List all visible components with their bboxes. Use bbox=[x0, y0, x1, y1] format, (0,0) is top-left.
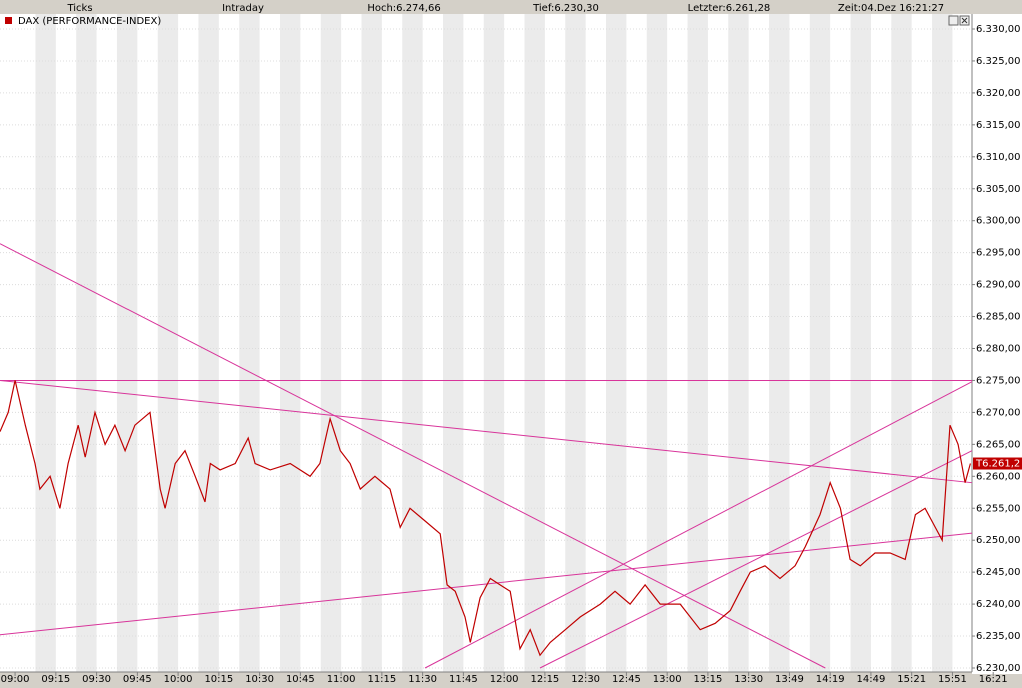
x-tick-label: 11:45 bbox=[449, 674, 478, 685]
x-tick-label: 14:49 bbox=[857, 674, 886, 685]
y-tick-label: 6.295,00 bbox=[976, 248, 1021, 259]
x-tick-label: 09:00 bbox=[1, 674, 30, 685]
stripe bbox=[606, 14, 627, 672]
x-tick-label: 10:45 bbox=[286, 674, 315, 685]
y-tick-label: 6.290,00 bbox=[976, 280, 1021, 291]
y-tick-label: 6.275,00 bbox=[976, 375, 1021, 386]
y-tick-label: 6.245,00 bbox=[976, 567, 1021, 578]
x-axis-bar bbox=[0, 672, 1022, 688]
x-tick-label: 15:51 bbox=[938, 674, 967, 685]
price-line bbox=[0, 380, 971, 657]
y-tick-label: 6.330,00 bbox=[976, 24, 1021, 35]
stripe bbox=[402, 14, 423, 672]
trend-line bbox=[539, 450, 973, 669]
trend-line bbox=[0, 532, 973, 636]
x-tick-label: 12:45 bbox=[612, 674, 641, 685]
x-tick-label: 11:00 bbox=[327, 674, 356, 685]
last-price-label: T6.261,2 bbox=[975, 459, 1020, 470]
stripe bbox=[443, 14, 464, 672]
stripes bbox=[35, 14, 953, 672]
x-tick-label: 13:30 bbox=[734, 674, 763, 685]
y-tick-label: 6.270,00 bbox=[976, 407, 1021, 418]
x-tick-label: 12:30 bbox=[571, 674, 600, 685]
stripe bbox=[198, 14, 219, 672]
header-bar bbox=[0, 0, 1022, 14]
legend-label: DAX (PERFORMANCE-INDEX) bbox=[18, 16, 161, 27]
y-tick-label: 6.265,00 bbox=[976, 439, 1021, 450]
stripe bbox=[279, 14, 301, 672]
header-item: Hoch:6.274,66 bbox=[367, 3, 440, 14]
stripe bbox=[157, 14, 179, 672]
x-tick-label: 13:49 bbox=[775, 674, 804, 685]
y-tick-label: 6.255,00 bbox=[976, 503, 1021, 514]
last-price-box bbox=[973, 457, 1022, 470]
y-tick-label: 6.285,00 bbox=[976, 312, 1021, 323]
x-tick-label: 16:21 bbox=[979, 674, 1008, 685]
y-tick-label: 6.300,00 bbox=[976, 216, 1021, 227]
y-tick-label: 6.320,00 bbox=[976, 88, 1021, 99]
legend-swatch bbox=[5, 17, 12, 24]
y-axis-area bbox=[972, 14, 1022, 674]
trend-line bbox=[0, 243, 826, 669]
trend-line bbox=[0, 379, 973, 484]
stripe bbox=[483, 14, 505, 672]
header-item: Intraday bbox=[222, 3, 264, 14]
stripe bbox=[524, 14, 545, 672]
y-tick-label: 6.235,00 bbox=[976, 631, 1021, 642]
stripe bbox=[850, 14, 871, 672]
stripe bbox=[320, 14, 342, 672]
x-tick-label: 11:15 bbox=[367, 674, 396, 685]
window-button[interactable] bbox=[948, 15, 959, 26]
x-tick-label: 10:30 bbox=[245, 674, 274, 685]
stripe bbox=[687, 14, 708, 672]
x-tick-label: 14:19 bbox=[816, 674, 845, 685]
stripe bbox=[239, 14, 260, 672]
y-tick-label: 6.250,00 bbox=[976, 535, 1021, 546]
y-tick-label: 6.230,00 bbox=[976, 663, 1021, 674]
stripe bbox=[728, 14, 749, 672]
y-tick-label: 6.280,00 bbox=[976, 344, 1021, 355]
y-tick-label: 6.310,00 bbox=[976, 152, 1021, 163]
stripe bbox=[809, 14, 831, 672]
stripe bbox=[565, 14, 586, 672]
y-tick-label: 6.325,00 bbox=[976, 56, 1021, 67]
header-item: Zeit:04.Dez 16:21:27 bbox=[838, 3, 944, 14]
stripe bbox=[891, 14, 912, 672]
x-tick-label: 13:00 bbox=[653, 674, 682, 685]
stripe bbox=[769, 14, 790, 672]
stripe bbox=[646, 14, 668, 672]
y-tick-label: 6.240,00 bbox=[976, 599, 1021, 610]
y-tick-label: 6.305,00 bbox=[976, 184, 1021, 195]
close-icon bbox=[961, 17, 968, 24]
x-tick-label: 10:00 bbox=[164, 674, 193, 685]
x-tick-label: 09:45 bbox=[123, 674, 152, 685]
stripe bbox=[361, 14, 382, 672]
stripe bbox=[116, 14, 138, 672]
x-tick-label: 12:15 bbox=[530, 674, 559, 685]
stripe bbox=[35, 14, 56, 672]
header-item: Tief:6.230,30 bbox=[532, 3, 599, 14]
header-item: Letzter:6.261,28 bbox=[688, 3, 771, 14]
x-tick-label: 12:00 bbox=[490, 674, 519, 685]
y-tick-label: 6.315,00 bbox=[976, 120, 1021, 131]
stripe bbox=[932, 14, 953, 672]
trend-line bbox=[424, 381, 973, 669]
x-tick-label: 11:30 bbox=[408, 674, 437, 685]
y-tick-label: 6.260,00 bbox=[976, 471, 1021, 482]
stripe bbox=[76, 14, 97, 672]
x-tick-label: 15:21 bbox=[897, 674, 926, 685]
x-tick-label: 10:15 bbox=[204, 674, 233, 685]
x-tick-label: 13:15 bbox=[693, 674, 722, 685]
x-tick-label: 09:30 bbox=[82, 674, 111, 685]
header-item: Ticks bbox=[66, 3, 92, 14]
x-tick-label: 09:15 bbox=[41, 674, 70, 685]
